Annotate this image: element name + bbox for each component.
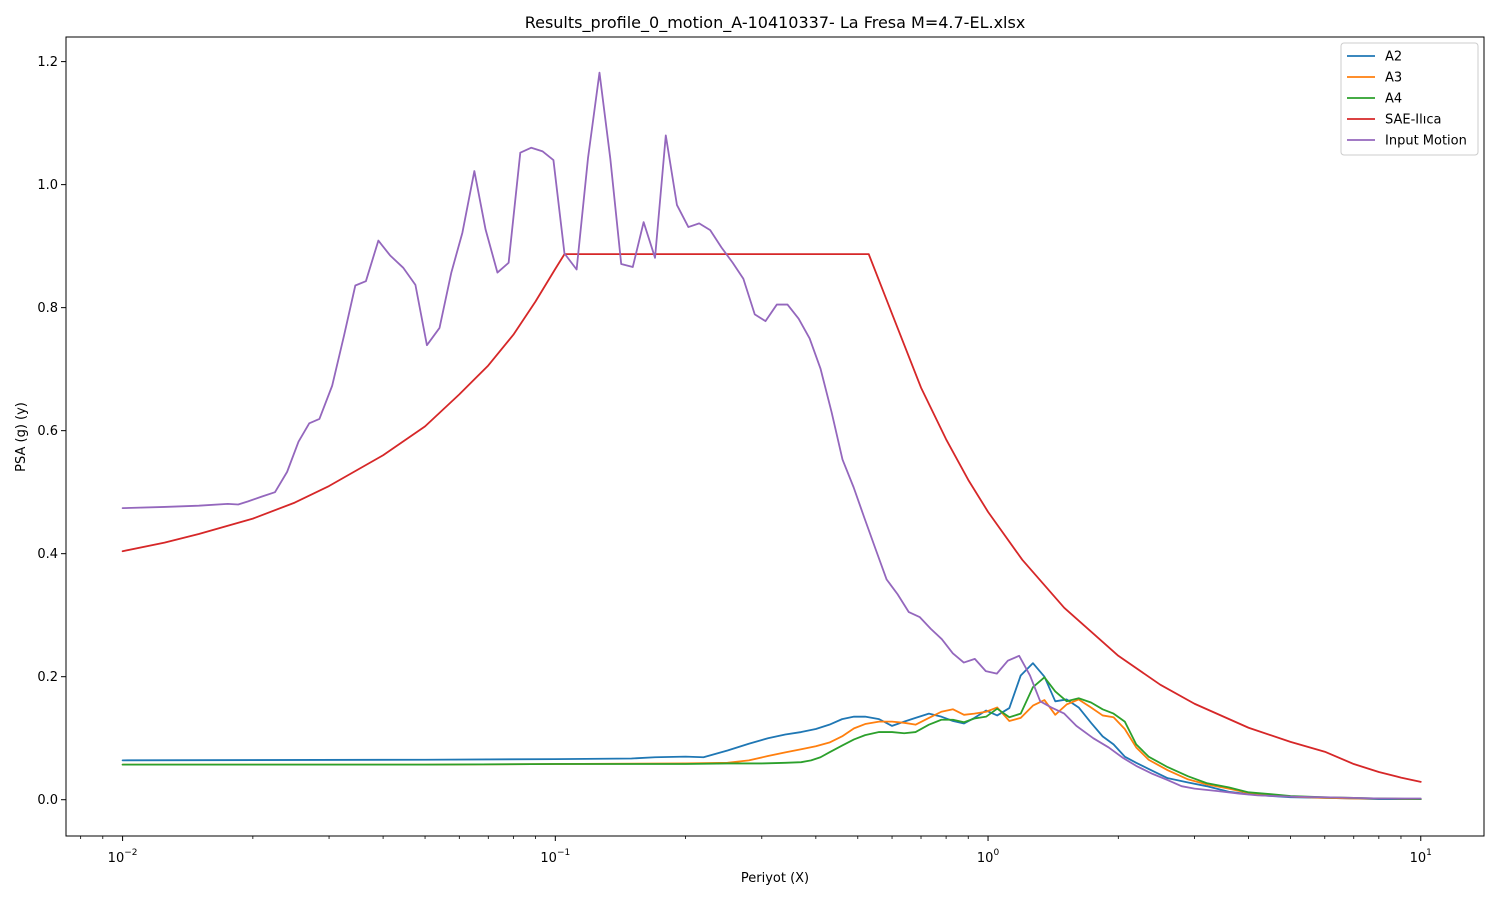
- y-axis: 0.0 0.2 0.4 0.6 0.8 1.0 1.2: [37, 55, 66, 808]
- legend: A2 A3 A4 SAE-Ilıca Input Motion: [1340, 42, 1479, 156]
- x-tick-label: 10−1: [540, 848, 570, 866]
- y-axis-label: PSA (g) (y): [14, 402, 29, 472]
- series-line-0: [121, 662, 1422, 800]
- series-line-2: [121, 676, 1422, 800]
- x-tick-base: 10: [108, 851, 125, 866]
- x-tick-exponent: −1: [557, 848, 570, 858]
- plot-frame: [65, 36, 1485, 837]
- x-tick-base: 10: [977, 851, 994, 866]
- y-tick-label: 0.6: [37, 424, 58, 439]
- x-tick-base: 10: [1410, 851, 1427, 866]
- series-line-4: [121, 71, 1422, 800]
- y-tick-label: 1.2: [37, 55, 58, 70]
- x-tick-exponent: −2: [124, 848, 137, 858]
- series-line-1: [121, 698, 1422, 800]
- x-axis-label: Periyot (X): [741, 871, 809, 886]
- x-tick-exponent: 1: [1426, 848, 1432, 858]
- x-tick-exponent: 0: [993, 848, 999, 858]
- legend-label-2: A4: [1385, 92, 1402, 107]
- x-tick-label: 101: [1410, 848, 1432, 866]
- x-tick-label: 10−2: [108, 848, 138, 866]
- plot-area: [65, 36, 1485, 837]
- legend-label-1: A3: [1385, 71, 1402, 86]
- x-tick-base: 10: [540, 851, 557, 866]
- y-tick-label: 0.8: [37, 301, 58, 316]
- x-axis: 10−2 10−1 100 101: [80, 836, 1432, 866]
- chart-title: Results_profile_0_motion_A-10410337- La …: [525, 13, 1026, 33]
- y-tick-label: 0.4: [37, 547, 58, 562]
- legend-label-3: SAE-Ilıca: [1385, 113, 1441, 128]
- y-tick-label: 1.0: [37, 178, 58, 193]
- x-tick-label: 100: [977, 848, 1000, 866]
- legend-label-0: A2: [1385, 50, 1402, 65]
- legend-label-4: Input Motion: [1385, 134, 1467, 149]
- y-tick-label: 0.2: [37, 670, 58, 685]
- legend-box: [1340, 42, 1479, 156]
- y-tick-label: 0.0: [37, 793, 58, 808]
- series-line-3: [121, 253, 1422, 783]
- series-layer: [121, 71, 1422, 800]
